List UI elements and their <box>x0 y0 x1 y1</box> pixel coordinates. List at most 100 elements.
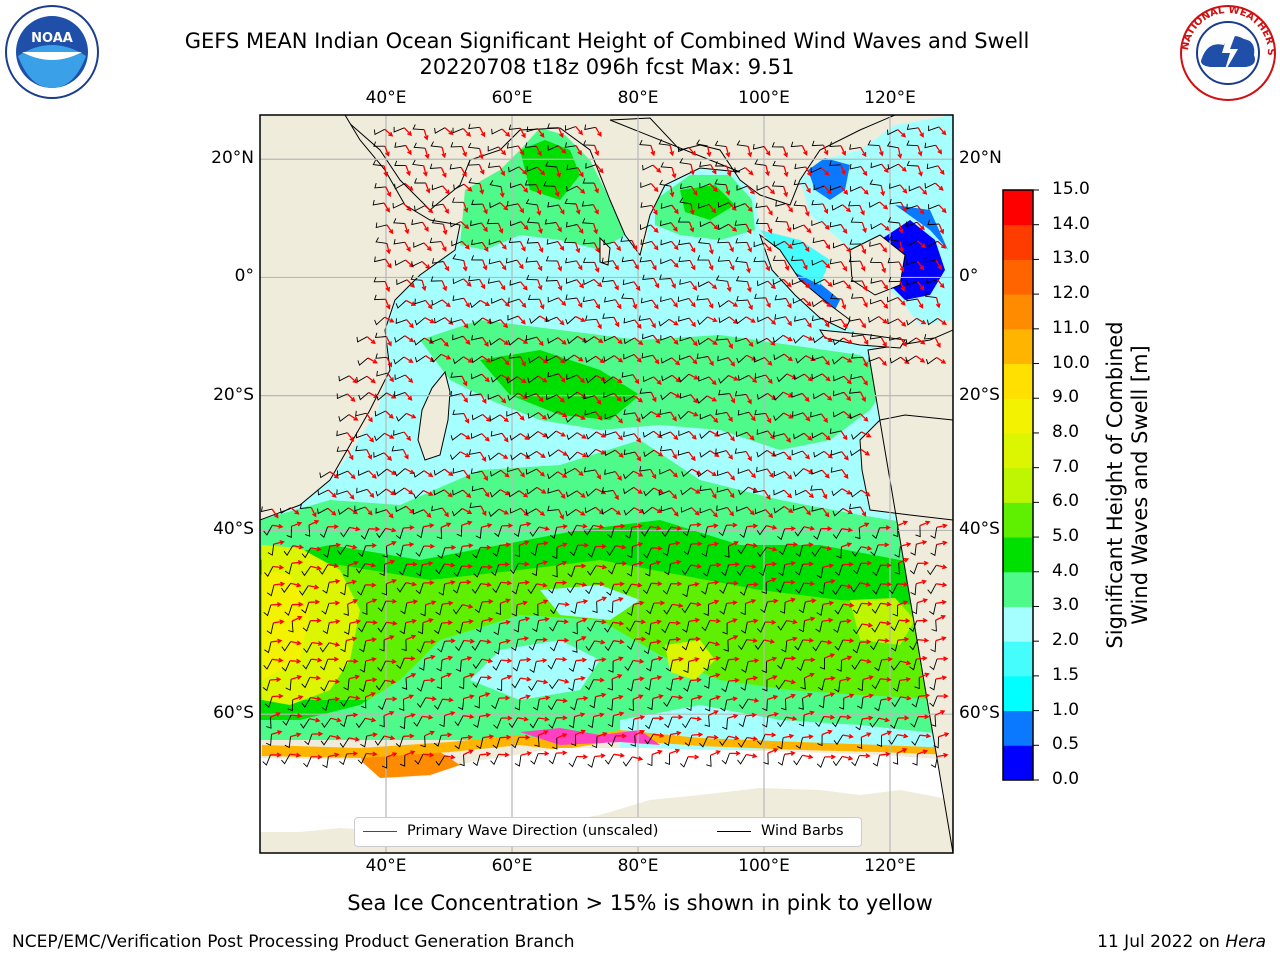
wind-barb <box>416 641 425 653</box>
wave-direction-arrow <box>329 542 342 548</box>
wave-direction-arrow <box>652 164 662 173</box>
wind-barb <box>413 716 423 727</box>
wind-barb <box>817 679 825 691</box>
wave-direction-arrow <box>708 580 720 586</box>
wind-barb <box>798 714 805 727</box>
wind-barb <box>471 640 481 651</box>
wave-direction-arrow <box>384 298 391 310</box>
wave-direction-arrow <box>595 543 607 549</box>
wave-direction-arrow <box>707 523 719 529</box>
wave-direction-arrow <box>916 221 925 231</box>
wind-barb <box>320 659 329 671</box>
wind-barb <box>343 604 349 616</box>
wind-barb <box>721 659 729 672</box>
wind-barb <box>413 242 425 248</box>
wave-direction-arrow <box>671 357 681 366</box>
wind-barb <box>887 129 898 136</box>
wind-barb <box>585 375 597 384</box>
wind-barb <box>301 547 312 559</box>
wind-barb <box>872 583 882 595</box>
wave-direction-arrow <box>519 356 526 367</box>
wind-barb <box>815 620 823 633</box>
wave-direction-arrow <box>824 692 836 698</box>
wave-direction-arrow <box>576 617 588 624</box>
wind-barb <box>816 566 824 579</box>
wind-barb <box>716 487 728 493</box>
wind-barb <box>591 736 598 749</box>
wind-barb <box>393 126 405 133</box>
wind-barb <box>623 431 635 438</box>
wave-direction-arrow <box>440 353 452 360</box>
wave-direction-arrow <box>575 508 586 516</box>
wind-barb <box>373 141 385 147</box>
wave-direction-arrow <box>746 262 751 274</box>
wind-barb <box>887 163 899 170</box>
wind-barb <box>777 737 784 750</box>
wind-barb <box>451 197 464 203</box>
wind-barb <box>376 370 388 377</box>
wind-barb <box>698 375 710 382</box>
wind-barb <box>811 220 823 227</box>
wave-direction-arrow <box>669 748 681 755</box>
wind-barb <box>467 160 480 166</box>
wind-barb <box>375 680 386 691</box>
wind-barb <box>851 659 862 670</box>
wind-barb <box>489 489 501 498</box>
wind-barb <box>565 316 576 325</box>
wind-barb <box>889 335 901 341</box>
wind-barb <box>396 658 405 670</box>
wind-barb <box>393 487 405 495</box>
wind-barb <box>545 161 557 168</box>
wind-barb <box>830 467 843 473</box>
wave-direction-arrow <box>671 374 681 383</box>
wind-barb <box>568 660 577 673</box>
wind-barb <box>811 140 824 147</box>
wave-direction-arrow <box>668 490 678 500</box>
wave-direction-arrow <box>897 636 910 642</box>
wave-direction-arrow <box>482 617 494 623</box>
wave-direction-arrow <box>406 279 415 288</box>
wind-barb <box>924 257 936 263</box>
wind-barb <box>850 293 863 299</box>
wave-direction-arrow <box>479 126 486 138</box>
wind-barb <box>894 562 900 575</box>
wind-barb <box>469 390 481 397</box>
wind-barb <box>392 202 404 209</box>
wind-barb <box>870 223 882 230</box>
wind-barb <box>373 276 386 283</box>
wind-barb <box>696 139 708 147</box>
wind-barb <box>474 601 483 614</box>
wave-direction-arrow <box>463 672 475 679</box>
wave-direction-arrow <box>460 451 471 458</box>
wind-barb <box>852 623 863 635</box>
wave-direction-arrow <box>804 672 815 679</box>
wind-barb <box>416 697 427 708</box>
java <box>819 329 906 349</box>
wave-direction-arrow <box>821 639 833 645</box>
wave-direction-arrow <box>859 205 865 216</box>
colorbar-segment <box>1003 641 1033 677</box>
wind-barb <box>697 255 709 261</box>
wind-barb <box>414 205 426 212</box>
wave-direction-arrow <box>348 674 361 680</box>
wind-barb <box>887 318 899 325</box>
wind-barb <box>659 220 672 227</box>
wave-direction-arrow <box>558 678 570 684</box>
wind-barb <box>831 204 843 211</box>
wind-barb <box>373 452 385 458</box>
wave-direction-arrow <box>498 394 507 404</box>
noaa-logo-icon: NOAA <box>5 5 99 99</box>
wind-barb <box>507 392 519 401</box>
wind-barb <box>604 469 616 475</box>
wave-direction-arrow <box>613 355 624 363</box>
wave-direction-arrow <box>822 563 835 569</box>
wave-direction-arrow <box>880 601 892 607</box>
wave-direction-arrow <box>689 203 695 216</box>
wave-direction-arrow <box>615 544 627 550</box>
wave-direction-arrow <box>880 299 889 309</box>
wave-direction-arrow <box>688 221 695 233</box>
wave-direction-arrow <box>500 658 513 664</box>
wind-barb <box>909 563 919 575</box>
wind-barb <box>457 698 465 711</box>
wave-direction-arrow <box>669 145 675 157</box>
